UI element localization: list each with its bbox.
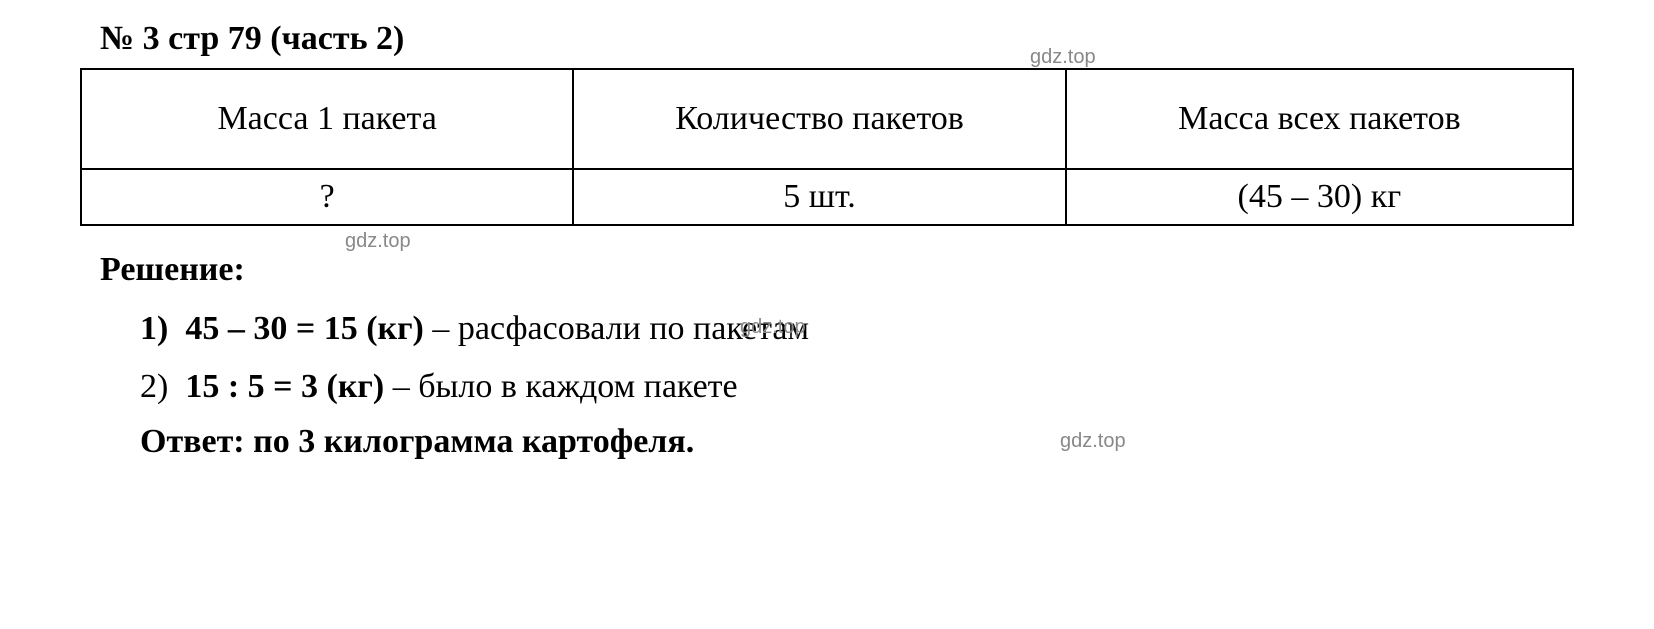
step-description: – было в каждом пакете bbox=[384, 368, 737, 405]
step-equation: 15 : 5 = 3 (кг) bbox=[185, 368, 384, 405]
solution-step: 2) 15 : 5 = 3 (кг) – было в каждом пакет… bbox=[140, 365, 1574, 409]
watermark-text: gdz.top bbox=[345, 230, 411, 253]
document-container: gdz.top gdz.top gdz.top gdz.top № 3 стр … bbox=[80, 20, 1574, 461]
table-header-cell: Масса 1 пакета bbox=[81, 69, 573, 169]
step-equation: 45 – 30 = 15 (кг) bbox=[185, 310, 424, 347]
table-data-cell: 5 шт. bbox=[573, 169, 1065, 225]
data-table: Масса 1 пакета Количество пакетов Масса … bbox=[80, 68, 1574, 226]
solution-step: 1) 45 – 30 = 15 (кг) – расфасовали по па… bbox=[140, 307, 1574, 351]
table-data-cell: ? bbox=[81, 169, 573, 225]
table-data-cell: (45 – 30) кг bbox=[1066, 169, 1573, 225]
table-header-cell: Масса всех пакетов bbox=[1066, 69, 1573, 169]
page-title: № 3 стр 79 (часть 2) bbox=[100, 20, 1574, 58]
step-number: 1) bbox=[140, 310, 168, 347]
step-description: – расфасовали по пакетам bbox=[424, 310, 809, 347]
table-data-row: ? 5 шт. (45 – 30) кг bbox=[81, 169, 1573, 225]
table-header-row: Масса 1 пакета Количество пакетов Масса … bbox=[81, 69, 1573, 169]
data-table-container: Масса 1 пакета Количество пакетов Масса … bbox=[80, 68, 1574, 226]
answer-text: Ответ: по 3 килограмма картофеля. bbox=[140, 423, 1574, 461]
step-number: 2) bbox=[140, 368, 168, 405]
table-header-cell: Количество пакетов bbox=[573, 69, 1065, 169]
solution-label: Решение: bbox=[100, 251, 1574, 289]
